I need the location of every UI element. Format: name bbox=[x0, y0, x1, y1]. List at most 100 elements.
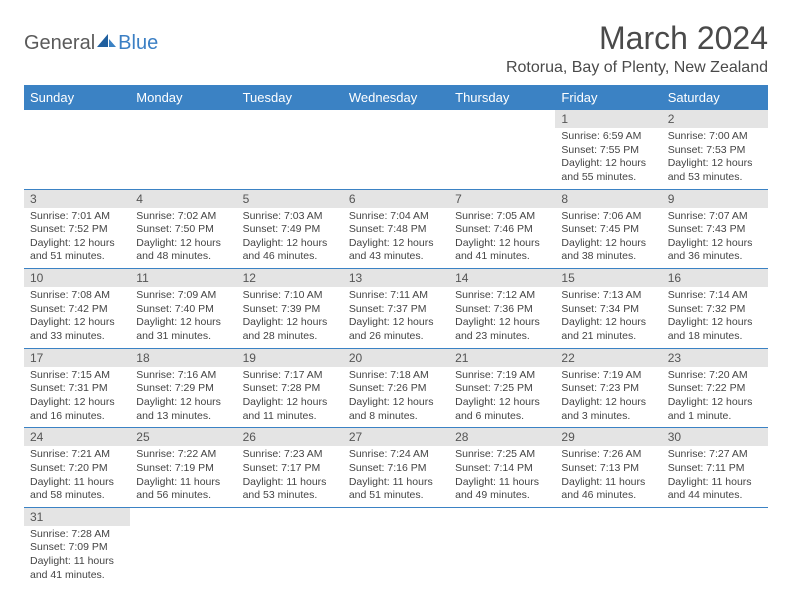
sunset-text: Sunset: 7:42 PM bbox=[30, 303, 124, 317]
weekday-header: Thursday bbox=[449, 85, 555, 110]
daylight-text: Daylight: 11 hours and 44 minutes. bbox=[668, 476, 762, 503]
calendar-cell: 6Sunrise: 7:04 AMSunset: 7:48 PMDaylight… bbox=[343, 189, 449, 269]
sunset-text: Sunset: 7:40 PM bbox=[136, 303, 230, 317]
calendar-cell: 11Sunrise: 7:09 AMSunset: 7:40 PMDayligh… bbox=[130, 269, 236, 349]
calendar-cell: 30Sunrise: 7:27 AMSunset: 7:11 PMDayligh… bbox=[662, 428, 768, 508]
calendar-cell: 25Sunrise: 7:22 AMSunset: 7:19 PMDayligh… bbox=[130, 428, 236, 508]
sunrise-text: Sunrise: 7:13 AM bbox=[561, 289, 655, 303]
sunset-text: Sunset: 7:14 PM bbox=[455, 462, 549, 476]
daylight-text: Daylight: 12 hours and 36 minutes. bbox=[668, 237, 762, 264]
daylight-text: Daylight: 12 hours and 31 minutes. bbox=[136, 316, 230, 343]
daylight-text: Daylight: 11 hours and 46 minutes. bbox=[561, 476, 655, 503]
daylight-text: Daylight: 12 hours and 55 minutes. bbox=[561, 157, 655, 184]
sunrise-text: Sunrise: 7:17 AM bbox=[243, 369, 337, 383]
day-number: 17 bbox=[24, 349, 130, 367]
sunrise-text: Sunrise: 7:03 AM bbox=[243, 210, 337, 224]
day-data: Sunrise: 6:59 AMSunset: 7:55 PMDaylight:… bbox=[555, 128, 661, 189]
sunset-text: Sunset: 7:55 PM bbox=[561, 144, 655, 158]
calendar-cell: 26Sunrise: 7:23 AMSunset: 7:17 PMDayligh… bbox=[237, 428, 343, 508]
daylight-text: Daylight: 11 hours and 41 minutes. bbox=[30, 555, 124, 582]
calendar-cell: 13Sunrise: 7:11 AMSunset: 7:37 PMDayligh… bbox=[343, 269, 449, 349]
day-number: 24 bbox=[24, 428, 130, 446]
calendar-cell bbox=[662, 507, 768, 586]
day-number: 5 bbox=[237, 190, 343, 208]
sunrise-text: Sunrise: 6:59 AM bbox=[561, 130, 655, 144]
calendar-cell: 20Sunrise: 7:18 AMSunset: 7:26 PMDayligh… bbox=[343, 348, 449, 428]
sunset-text: Sunset: 7:28 PM bbox=[243, 382, 337, 396]
sunrise-text: Sunrise: 7:15 AM bbox=[30, 369, 124, 383]
calendar-week-row: 3Sunrise: 7:01 AMSunset: 7:52 PMDaylight… bbox=[24, 189, 768, 269]
daylight-text: Daylight: 12 hours and 3 minutes. bbox=[561, 396, 655, 423]
day-data: Sunrise: 7:22 AMSunset: 7:19 PMDaylight:… bbox=[130, 446, 236, 507]
day-data: Sunrise: 7:28 AMSunset: 7:09 PMDaylight:… bbox=[24, 526, 130, 587]
weekday-header-row: Sunday Monday Tuesday Wednesday Thursday… bbox=[24, 85, 768, 110]
calendar-cell: 4Sunrise: 7:02 AMSunset: 7:50 PMDaylight… bbox=[130, 189, 236, 269]
calendar-cell bbox=[130, 507, 236, 586]
sunrise-text: Sunrise: 7:18 AM bbox=[349, 369, 443, 383]
sunrise-text: Sunrise: 7:21 AM bbox=[30, 448, 124, 462]
day-number: 15 bbox=[555, 269, 661, 287]
calendar-cell bbox=[237, 110, 343, 189]
day-number: 9 bbox=[662, 190, 768, 208]
daylight-text: Daylight: 12 hours and 23 minutes. bbox=[455, 316, 549, 343]
logo: General Blue bbox=[24, 32, 158, 55]
day-number: 23 bbox=[662, 349, 768, 367]
sunrise-text: Sunrise: 7:24 AM bbox=[349, 448, 443, 462]
sunset-text: Sunset: 7:09 PM bbox=[30, 541, 124, 555]
weekday-header: Sunday bbox=[24, 85, 130, 110]
sunset-text: Sunset: 7:48 PM bbox=[349, 223, 443, 237]
logo-text-blue: Blue bbox=[118, 32, 158, 55]
daylight-text: Daylight: 12 hours and 8 minutes. bbox=[349, 396, 443, 423]
sunset-text: Sunset: 7:26 PM bbox=[349, 382, 443, 396]
sunset-text: Sunset: 7:32 PM bbox=[668, 303, 762, 317]
day-number: 19 bbox=[237, 349, 343, 367]
calendar-cell bbox=[449, 110, 555, 189]
daylight-text: Daylight: 12 hours and 1 minute. bbox=[668, 396, 762, 423]
calendar-cell: 8Sunrise: 7:06 AMSunset: 7:45 PMDaylight… bbox=[555, 189, 661, 269]
calendar-cell bbox=[24, 110, 130, 189]
calendar-cell: 19Sunrise: 7:17 AMSunset: 7:28 PMDayligh… bbox=[237, 348, 343, 428]
day-data: Sunrise: 7:00 AMSunset: 7:53 PMDaylight:… bbox=[662, 128, 768, 189]
daylight-text: Daylight: 11 hours and 53 minutes. bbox=[243, 476, 337, 503]
sunrise-text: Sunrise: 7:00 AM bbox=[668, 130, 762, 144]
daylight-text: Daylight: 12 hours and 48 minutes. bbox=[136, 237, 230, 264]
daylight-text: Daylight: 11 hours and 49 minutes. bbox=[455, 476, 549, 503]
daylight-text: Daylight: 12 hours and 21 minutes. bbox=[561, 316, 655, 343]
weekday-header: Monday bbox=[130, 85, 236, 110]
day-data: Sunrise: 7:02 AMSunset: 7:50 PMDaylight:… bbox=[130, 208, 236, 269]
calendar-table: Sunday Monday Tuesday Wednesday Thursday… bbox=[24, 85, 768, 586]
day-number: 26 bbox=[237, 428, 343, 446]
calendar-week-row: 1Sunrise: 6:59 AMSunset: 7:55 PMDaylight… bbox=[24, 110, 768, 189]
day-number: 11 bbox=[130, 269, 236, 287]
calendar-cell: 7Sunrise: 7:05 AMSunset: 7:46 PMDaylight… bbox=[449, 189, 555, 269]
daylight-text: Daylight: 12 hours and 11 minutes. bbox=[243, 396, 337, 423]
day-number: 29 bbox=[555, 428, 661, 446]
sunrise-text: Sunrise: 7:26 AM bbox=[561, 448, 655, 462]
sunset-text: Sunset: 7:34 PM bbox=[561, 303, 655, 317]
calendar-cell: 24Sunrise: 7:21 AMSunset: 7:20 PMDayligh… bbox=[24, 428, 130, 508]
calendar-cell: 10Sunrise: 7:08 AMSunset: 7:42 PMDayligh… bbox=[24, 269, 130, 349]
day-data: Sunrise: 7:07 AMSunset: 7:43 PMDaylight:… bbox=[662, 208, 768, 269]
sunrise-text: Sunrise: 7:04 AM bbox=[349, 210, 443, 224]
weekday-header: Wednesday bbox=[343, 85, 449, 110]
sunrise-text: Sunrise: 7:27 AM bbox=[668, 448, 762, 462]
sunrise-text: Sunrise: 7:08 AM bbox=[30, 289, 124, 303]
day-data: Sunrise: 7:10 AMSunset: 7:39 PMDaylight:… bbox=[237, 287, 343, 348]
sunrise-text: Sunrise: 7:19 AM bbox=[561, 369, 655, 383]
day-number: 6 bbox=[343, 190, 449, 208]
calendar-cell bbox=[130, 110, 236, 189]
day-number: 27 bbox=[343, 428, 449, 446]
day-data: Sunrise: 7:06 AMSunset: 7:45 PMDaylight:… bbox=[555, 208, 661, 269]
sunset-text: Sunset: 7:45 PM bbox=[561, 223, 655, 237]
calendar-cell: 31Sunrise: 7:28 AMSunset: 7:09 PMDayligh… bbox=[24, 507, 130, 586]
logo-text-general: General bbox=[24, 32, 95, 55]
month-title: March 2024 bbox=[506, 20, 768, 57]
day-data: Sunrise: 7:14 AMSunset: 7:32 PMDaylight:… bbox=[662, 287, 768, 348]
day-number: 4 bbox=[130, 190, 236, 208]
day-data: Sunrise: 7:17 AMSunset: 7:28 PMDaylight:… bbox=[237, 367, 343, 428]
calendar-cell: 12Sunrise: 7:10 AMSunset: 7:39 PMDayligh… bbox=[237, 269, 343, 349]
weekday-header: Friday bbox=[555, 85, 661, 110]
day-number: 13 bbox=[343, 269, 449, 287]
sunset-text: Sunset: 7:25 PM bbox=[455, 382, 549, 396]
calendar-week-row: 24Sunrise: 7:21 AMSunset: 7:20 PMDayligh… bbox=[24, 428, 768, 508]
